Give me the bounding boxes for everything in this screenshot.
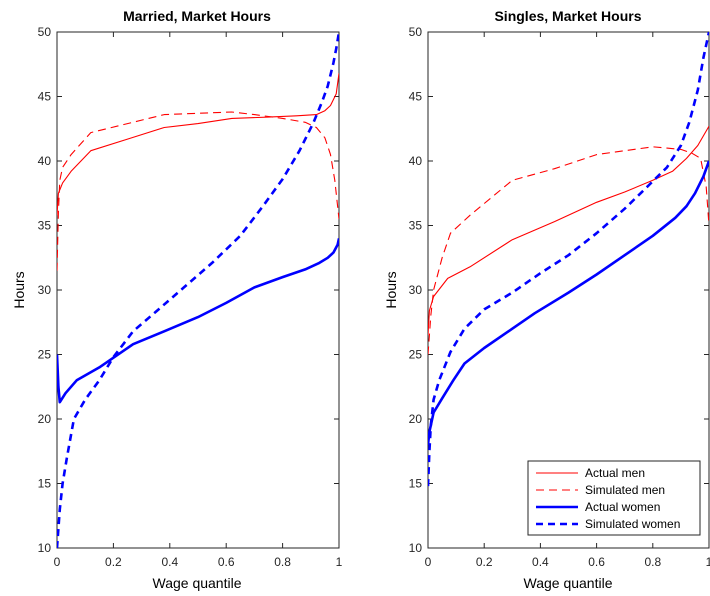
married-y-tick-label: 25 bbox=[38, 348, 52, 362]
married-series-actual-women bbox=[57, 238, 339, 404]
married-axes-frame bbox=[56, 31, 340, 549]
singles-chart-title: Singles, Market Hours bbox=[494, 8, 641, 24]
singles-series-actual-women bbox=[428, 160, 709, 445]
married-x-tick-label: 0.8 bbox=[274, 555, 291, 569]
legend: Actual men Simulated men Actual women Simul… bbox=[527, 460, 701, 536]
singles-y-tick-label: 35 bbox=[409, 219, 423, 233]
singles-x-tick-label: 0.2 bbox=[476, 555, 493, 569]
singles-series-simulated-women bbox=[428, 32, 709, 487]
singles-x-tick-label: 0 bbox=[425, 555, 432, 569]
married-y-tick-label: 30 bbox=[38, 283, 52, 297]
married-y-tick-label: 10 bbox=[38, 541, 52, 555]
married-x-axis-label: Wage quantile bbox=[153, 575, 242, 591]
married-y-tick-label: 15 bbox=[38, 477, 52, 491]
married-y-axis-label: Hours bbox=[11, 271, 27, 308]
married-series-simulated-women bbox=[57, 32, 339, 548]
married-y-tick-label: 50 bbox=[38, 25, 52, 39]
singles-y-tick-label: 50 bbox=[409, 25, 423, 39]
legend-label-simulated-men: Simulated men bbox=[585, 483, 665, 497]
married-plot: 0 0.2 0.4 0.6 0.8 1 10 15 20 25 30 35 40 45 50 bbox=[38, 25, 343, 569]
singles-series-simulated-men bbox=[428, 146, 709, 355]
singles-x-tick-label: 0.6 bbox=[588, 555, 605, 569]
married-chart-title: Married, Market Hours bbox=[123, 8, 271, 24]
married-series-simulated-men bbox=[57, 111, 339, 271]
singles-y-tick-label: 25 bbox=[409, 348, 423, 362]
married-x-tick-label: 0 bbox=[54, 555, 61, 569]
singles-y-tick-label: 15 bbox=[409, 477, 423, 491]
singles-y-tick-label: 30 bbox=[409, 283, 423, 297]
married-x-tick-label: 0.2 bbox=[105, 555, 122, 569]
singles-x-axis-label: Wage quantile bbox=[524, 575, 613, 591]
married-x-tick-label: 1 bbox=[336, 555, 343, 569]
singles-series-actual-men bbox=[428, 125, 709, 336]
panel-singles: Singles, Market Hours 0 0.2 0.4 0.6 0.8 1 10 15… bbox=[383, 8, 710, 591]
married-x-tick-label: 0.4 bbox=[161, 555, 178, 569]
married-y-tick-label: 45 bbox=[38, 90, 52, 104]
married-y-tick-label: 35 bbox=[38, 219, 52, 233]
singles-x-tick-label: 0.4 bbox=[532, 555, 549, 569]
married-y-tick-label: 40 bbox=[38, 154, 52, 168]
singles-y-axis-label: Hours bbox=[383, 271, 399, 308]
panel-married: Married, Market Hours 0 0.2 0.4 0.6 0.8 1 10 15… bbox=[11, 8, 343, 591]
singles-y-tick-label: 20 bbox=[409, 412, 423, 426]
married-y-tick-label: 20 bbox=[38, 412, 52, 426]
singles-plot: 0 0.2 0.4 0.6 0.8 1 10 15 20 25 30 35 40 45 50 bbox=[409, 25, 710, 569]
singles-y-tick-label: 10 bbox=[409, 541, 423, 555]
legend-label-simulated-women: Simulated women bbox=[585, 517, 680, 531]
legend-label-actual-women: Actual women bbox=[585, 500, 660, 514]
married-x-tick-label: 0.6 bbox=[218, 555, 235, 569]
married-series-actual-men bbox=[57, 73, 339, 216]
singles-x-tick-label: 0.8 bbox=[644, 555, 661, 569]
singles-x-tick-label: 1 bbox=[706, 555, 710, 569]
legend-label-actual-men: Actual men bbox=[585, 466, 645, 480]
singles-y-tick-label: 45 bbox=[409, 90, 423, 104]
singles-y-tick-label: 40 bbox=[409, 154, 423, 168]
